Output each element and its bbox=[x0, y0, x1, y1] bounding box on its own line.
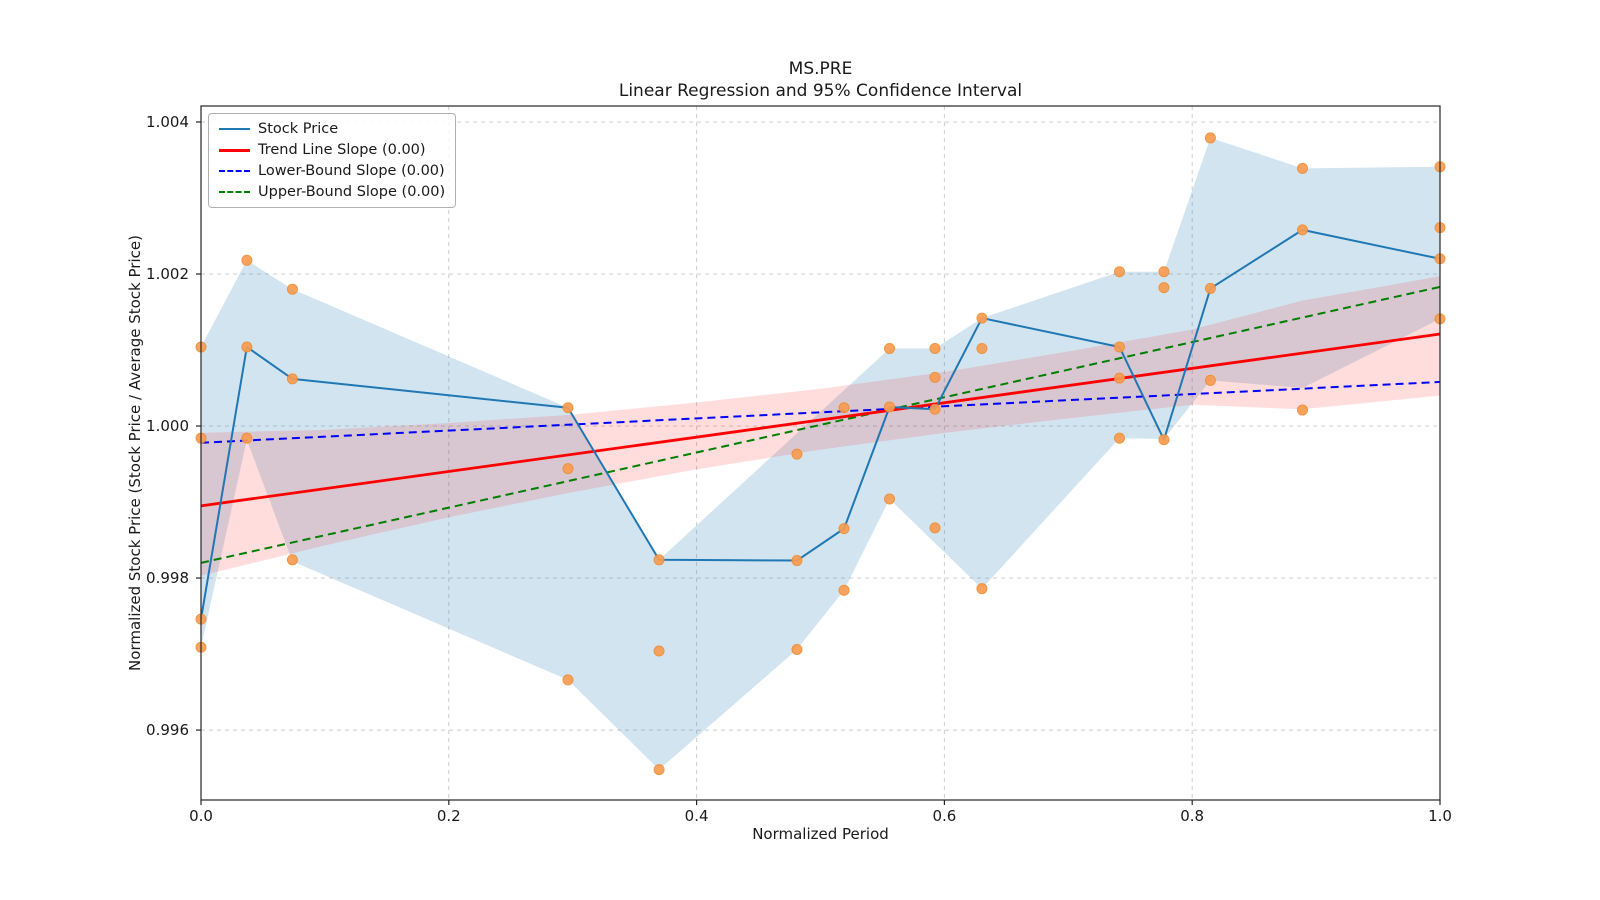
x-tick-label: 0.2 bbox=[436, 807, 461, 825]
series-line-3 bbox=[200, 285, 1441, 564]
data-point bbox=[884, 493, 896, 505]
data-point bbox=[976, 583, 988, 595]
x-tick-label: 1.0 bbox=[1428, 807, 1452, 825]
data-point bbox=[884, 342, 896, 354]
data-point bbox=[1204, 374, 1216, 386]
data-point bbox=[929, 403, 941, 415]
legend-line-swatch bbox=[219, 148, 250, 152]
x-tick-label: 0.0 bbox=[189, 807, 213, 825]
data-point bbox=[241, 341, 253, 353]
y-tick-label: 1.000 bbox=[146, 417, 189, 435]
data-point bbox=[241, 432, 253, 444]
data-point bbox=[1158, 434, 1170, 446]
y-tick-label: 0.996 bbox=[146, 721, 189, 740]
legend-line-swatch bbox=[219, 128, 250, 130]
data-point bbox=[1204, 132, 1216, 144]
chart-title: MS.PRE bbox=[788, 59, 853, 79]
data-point bbox=[1296, 162, 1308, 174]
x-tick-label: 0.4 bbox=[684, 807, 709, 825]
legend-label: Stock Price bbox=[258, 121, 339, 137]
data-point bbox=[562, 463, 574, 475]
data-point bbox=[562, 674, 574, 686]
legend-label: Trend Line Slope (0.00) bbox=[258, 142, 426, 158]
data-point bbox=[653, 554, 665, 566]
series-line-2 bbox=[200, 380, 1441, 444]
data-point bbox=[929, 342, 941, 354]
data-point bbox=[286, 373, 298, 385]
data-point bbox=[976, 312, 988, 324]
data-point bbox=[1204, 282, 1216, 294]
data-point bbox=[838, 402, 850, 414]
x-tick-label: 0.6 bbox=[932, 807, 957, 825]
data-point bbox=[929, 371, 941, 383]
y-tick-label: 1.002 bbox=[146, 264, 189, 283]
axes-frame bbox=[200, 105, 1441, 801]
y-tick-label: 0.998 bbox=[146, 569, 189, 588]
legend: Stock Price Trend Line Slope (0.00) Lower-… bbox=[208, 113, 457, 208]
legend-label: Lower-Bound Slope (0.00) bbox=[258, 163, 445, 179]
series-line-1 bbox=[200, 332, 1441, 508]
price-range-band bbox=[201, 137, 1440, 770]
confidence-band-95 bbox=[201, 276, 1440, 576]
data-point bbox=[838, 584, 850, 596]
legend-item-3: Upper-Bound Slope (0.00) bbox=[219, 184, 445, 200]
data-point bbox=[1113, 266, 1125, 278]
title-block: MS.PRE Linear Regression and 95% Confide… bbox=[201, 58, 1440, 102]
data-point bbox=[653, 645, 665, 657]
data-point bbox=[884, 401, 896, 413]
legend-label: Upper-Bound Slope (0.00) bbox=[258, 184, 446, 200]
legend-item-0: Stock Price bbox=[219, 121, 445, 137]
data-point bbox=[1296, 224, 1308, 236]
data-point bbox=[286, 554, 298, 566]
data-point bbox=[286, 283, 298, 295]
data-point bbox=[791, 448, 803, 460]
data-point bbox=[1158, 266, 1170, 278]
data-point bbox=[791, 643, 803, 655]
data-point bbox=[653, 764, 665, 776]
y-axis-label: Normalized Stock Price (Stock Price / Av… bbox=[126, 235, 144, 671]
data-point bbox=[1113, 341, 1125, 353]
data-point bbox=[791, 555, 803, 567]
chart-subtitle: Linear Regression and 95% Confidence Int… bbox=[618, 81, 1023, 101]
data-point bbox=[929, 522, 941, 534]
legend-item-1: Trend Line Slope (0.00) bbox=[219, 142, 445, 158]
data-point bbox=[1296, 404, 1308, 416]
data-point bbox=[1113, 432, 1125, 444]
data-point bbox=[241, 254, 253, 266]
legend-item-2: Lower-Bound Slope (0.00) bbox=[219, 163, 445, 179]
y-tick-label: 1.004 bbox=[146, 112, 189, 131]
legend-line-swatch bbox=[219, 191, 250, 193]
data-point bbox=[838, 523, 850, 535]
x-axis-label: Normalized Period bbox=[752, 825, 889, 843]
x-tick-label: 0.8 bbox=[1180, 807, 1205, 825]
data-point bbox=[1113, 372, 1125, 384]
legend-line-swatch bbox=[219, 170, 250, 172]
data-point bbox=[562, 402, 574, 414]
data-point bbox=[1158, 282, 1170, 294]
data-point bbox=[976, 342, 988, 354]
